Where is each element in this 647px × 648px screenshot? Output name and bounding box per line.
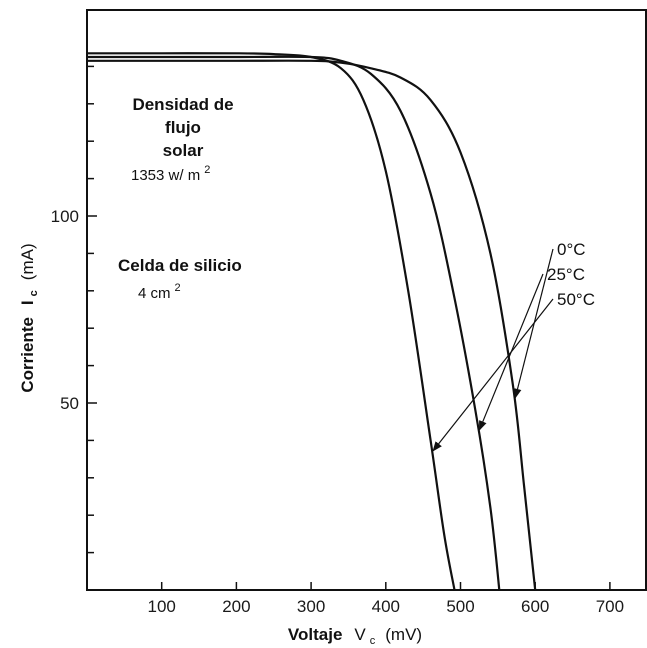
cell-title: Celda de silicio <box>118 256 242 275</box>
y-axis-unit: (mA) <box>18 243 37 280</box>
x-axis-symbol-sub: c <box>370 635 376 647</box>
y-axis-title-main: Corriente <box>18 317 37 393</box>
y-tick-label: 100 <box>51 207 79 226</box>
cell-area-exp: 2 <box>175 282 181 294</box>
plot-frame <box>86 9 647 591</box>
legend-arrow-3 <box>432 298 554 452</box>
flux-value-text: 1353 w/ m <box>131 167 200 184</box>
x-tick-label: 300 <box>297 597 325 616</box>
x-axis-unit: (mV) <box>385 625 422 644</box>
flux-title-line1: Densidad de <box>132 95 233 114</box>
x-tick-label: 400 <box>372 597 400 616</box>
x-tick-label: 500 <box>446 597 474 616</box>
series-line-2 <box>87 55 501 591</box>
series-line-3 <box>87 52 456 591</box>
legend-layer: 0°C 25°C 50°C <box>432 240 595 452</box>
y-axis-ticks: 50 100 <box>51 65 97 554</box>
x-tick-label: 200 <box>222 597 250 616</box>
x-axis-ticks: 100 200 300 400 500 600 700 <box>148 582 624 616</box>
legend-label-2: 25°C <box>547 265 585 284</box>
x-tick-label: 600 <box>521 597 549 616</box>
cell-area-text: 4 cm <box>138 285 171 302</box>
y-tick-label: 50 <box>60 394 79 413</box>
y-axis-title: Corriente I c (mA) <box>18 243 41 392</box>
series-line-1 <box>87 59 537 591</box>
x-axis-title-main: Voltaje <box>288 625 342 644</box>
flux-title-line3: solar <box>163 141 204 160</box>
flux-value-exp: 2 <box>204 164 210 176</box>
y-axis-symbol: I <box>18 300 37 305</box>
x-axis-symbol: V <box>354 625 366 644</box>
y-axis-symbol-sub: c <box>28 290 40 296</box>
x-axis-title: Voltaje V c (mV) <box>288 625 422 648</box>
flux-value: 1353 w/ m 2 <box>131 164 210 184</box>
legend-label-1: 0°C <box>557 240 586 259</box>
series-layer <box>87 52 537 591</box>
x-tick-label: 700 <box>596 597 624 616</box>
legend-label-3: 50°C <box>557 290 595 309</box>
cell-area: 4 cm 2 <box>138 282 181 302</box>
x-tick-label: 100 <box>148 597 176 616</box>
flux-title-line2: flujo <box>165 118 201 137</box>
